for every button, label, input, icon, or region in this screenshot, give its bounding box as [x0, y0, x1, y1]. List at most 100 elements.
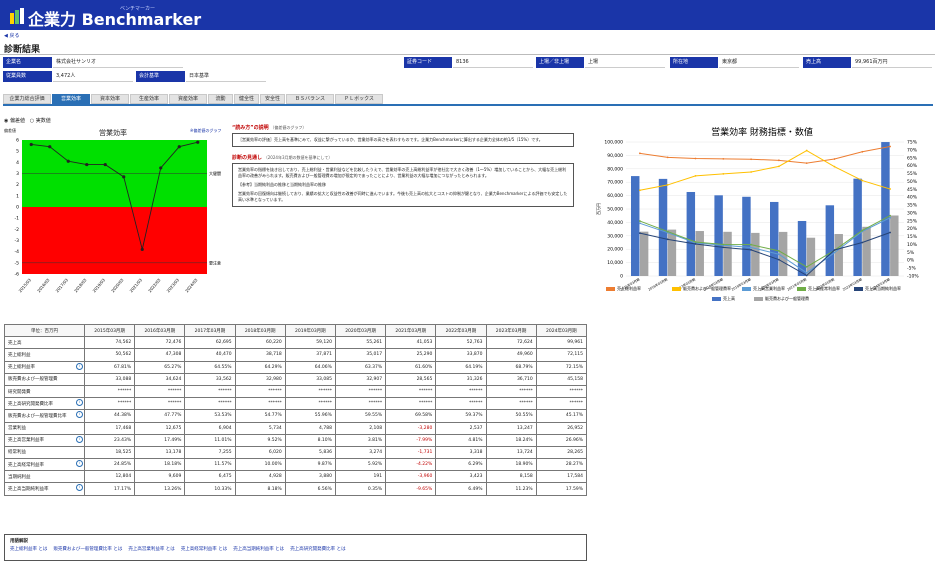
series-line-2 — [639, 217, 891, 274]
financial-chart-title: 営業効率 財務指標・数値 — [711, 126, 813, 138]
info-icon[interactable]: i — [76, 399, 83, 407]
series-point — [833, 251, 836, 254]
table-cell: 5,836 — [284, 445, 336, 460]
glossary-link[interactable]: 売上高当期純利益率 とは — [233, 547, 285, 552]
glossary-link[interactable]: 売上総利益率 とは — [10, 547, 48, 552]
info-row-2: 従業員数 3,472人 会計基準 日本基準 — [3, 71, 933, 83]
y-tick-label: -4 — [15, 249, 20, 255]
tab-capital-efficiency[interactable]: 資本効率 — [91, 94, 129, 104]
y-tick-label: 2 — [16, 182, 19, 188]
tab-soundness[interactable]: 健全性 — [234, 94, 259, 104]
series-point — [750, 246, 752, 249]
bar-sga — [695, 231, 704, 276]
company-info: 企業名 株式会社サンリオ 証券コード 8136 上場／非上場 上場 所在地 東京… — [3, 57, 933, 85]
table-column-header: 2017年03月期 — [184, 323, 236, 338]
row-label: 売上高営業利益率 i — [4, 433, 85, 447]
x-tick-label: 2019/03 — [91, 277, 106, 293]
tab-asset-efficiency[interactable]: 資産効率 — [169, 94, 207, 104]
table-cell: 54.77% — [234, 409, 286, 423]
series-point — [722, 172, 725, 175]
tab-operating-efficiency[interactable]: 営業効率 — [52, 94, 90, 104]
table-cell: 68.79% — [485, 360, 537, 374]
tab-liquidity[interactable]: 流動 — [208, 94, 233, 104]
tab-safety[interactable]: 安全性 — [260, 94, 285, 104]
info-icon[interactable]: i — [76, 484, 83, 492]
table-cell: 6.56% — [284, 482, 336, 496]
left-tick-label: 70,000 — [607, 180, 623, 186]
right-tick-label: 5% — [907, 250, 915, 256]
company-label: 企業名 — [3, 57, 52, 68]
table-cell: 8.10% — [284, 433, 336, 447]
deviation-note: ※偏差値のグラフ — [190, 128, 222, 133]
legend-swatch — [712, 297, 721, 301]
table-cell: 38,718 — [234, 348, 286, 362]
info-row-1: 企業名 株式会社サンリオ 証券コード 8136 上場／非上場 上場 所在地 東京… — [3, 57, 933, 69]
table-column-header: 2016年03月期 — [134, 323, 186, 338]
row-label: 研究開発費 — [4, 384, 85, 399]
table-row: 売上高研究開発費比率 i ****** ****** ****** ****** *****… — [4, 397, 588, 411]
series-point — [889, 216, 891, 219]
glossary-link[interactable]: 売上高営業利益率 とは — [128, 547, 175, 552]
right-tick-label: 50% — [907, 179, 918, 185]
deviation-point — [66, 159, 70, 163]
table-cell: 18.90% — [485, 458, 537, 472]
series-point — [861, 179, 864, 182]
radio-deviation[interactable]: ◉ 偏差値 — [4, 118, 25, 124]
y-tick-label: 0 — [16, 205, 19, 211]
right-tick-label: 20% — [907, 226, 918, 232]
employees-label: 従業員数 — [3, 71, 52, 82]
y-tick-label: 3 — [16, 171, 19, 177]
table-column-header: 2018年03月期 — [234, 323, 286, 338]
tab-production-efficiency[interactable]: 生産効率 — [130, 94, 168, 104]
red-band — [22, 207, 207, 274]
right-tick-label: 55% — [907, 171, 918, 177]
table-cell: ****** — [535, 384, 588, 399]
glossary-link[interactable]: 売上高研究開発費比率 とは — [290, 547, 346, 552]
deviation-point — [29, 142, 33, 147]
table-cell: 4,788 — [284, 421, 336, 435]
table-row: 売上高経常利益率 i 24.85% 18.18% 11.57% 10.00% 9.87% 5.… — [4, 458, 588, 472]
glossary-link[interactable]: 売上高経常利益率 とは — [180, 547, 228, 552]
tab-overall[interactable]: 企業力総合評価 — [3, 94, 51, 104]
series-point — [750, 243, 752, 246]
series-point — [666, 184, 669, 186]
row-label: 販売費および一般管理費 — [4, 372, 85, 386]
table-row: 研究開発費 ****** ****** ****** ****** ****** *****… — [4, 384, 588, 399]
y-tick-label: 1 — [16, 193, 19, 199]
app-header: 企業力 Benchmarker ベンチマーカー — [0, 0, 935, 30]
info-icon[interactable]: i — [76, 411, 83, 419]
info-icon[interactable]: i — [76, 435, 83, 443]
x-tick-label: 2015/03 — [17, 277, 32, 293]
info-icon[interactable]: i — [76, 362, 83, 370]
bar-sga — [778, 231, 788, 276]
table-cell: 33,085 — [284, 372, 336, 386]
y-tick-label: -6 — [15, 272, 20, 278]
bar-sales — [686, 191, 696, 276]
left-tick-label: 100,000 — [604, 140, 623, 146]
legend-swatch — [672, 287, 681, 291]
table-cell: 10.00% — [234, 458, 286, 472]
table-cell: 32,980 — [234, 372, 286, 386]
tab-bs-balance[interactable]: ＢＳバランス — [286, 94, 334, 104]
table-cell: 72,115 — [535, 348, 588, 362]
table-cell: 52,763 — [435, 336, 487, 350]
back-link[interactable]: ◀ 戻る — [4, 32, 19, 39]
glossary-link[interactable]: 販売費および一般管理費比率 とは — [53, 547, 123, 552]
series-point — [722, 243, 725, 246]
legend-label: 販売費および一般管理費 — [765, 295, 809, 301]
info-icon[interactable]: i — [76, 460, 83, 468]
tab-pl-box[interactable]: ＰＬボックス — [335, 94, 383, 104]
table-cell: ****** — [485, 384, 537, 399]
explanation-panel: “読み方”の説明 （偏差値のグラフ） ［営業効率の評価］売上高を基準にみて、収益… — [232, 124, 574, 214]
legend-label: 売上高 — [723, 295, 735, 301]
series-point — [750, 171, 752, 173]
radio-actual[interactable]: ○ 実数値 — [29, 118, 51, 124]
table-cell: ****** — [435, 397, 487, 411]
table-cell: 59.55% — [334, 409, 387, 423]
bar-sales — [770, 201, 779, 276]
series-point — [666, 230, 669, 233]
x-tick-label: 2016/03 — [36, 277, 51, 293]
y-tick-label: 5 — [16, 149, 19, 155]
financial-chart-svg: 営業効率 財務指標・数値 0 10,000 20,000 30,000 40,000 50,… — [596, 126, 919, 301]
location-value: 東京都 — [719, 57, 799, 68]
